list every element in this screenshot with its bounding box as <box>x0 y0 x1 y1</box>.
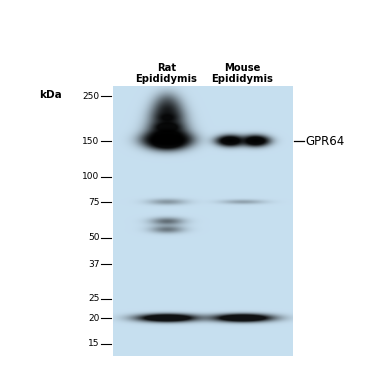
Text: 50: 50 <box>88 233 99 242</box>
Text: 25: 25 <box>88 294 99 303</box>
Text: 75: 75 <box>88 198 99 207</box>
Text: Rat
Epididymis: Rat Epididymis <box>136 63 197 84</box>
Text: Mouse
Epididymis: Mouse Epididymis <box>211 63 273 84</box>
Text: 100: 100 <box>82 172 99 181</box>
Text: GPR64: GPR64 <box>306 135 345 148</box>
Text: 150: 150 <box>82 136 99 146</box>
Text: 20: 20 <box>88 314 99 323</box>
Text: 250: 250 <box>82 92 99 101</box>
Text: kDa: kDa <box>39 90 62 100</box>
Text: 15: 15 <box>88 339 99 348</box>
Text: 37: 37 <box>88 260 99 269</box>
